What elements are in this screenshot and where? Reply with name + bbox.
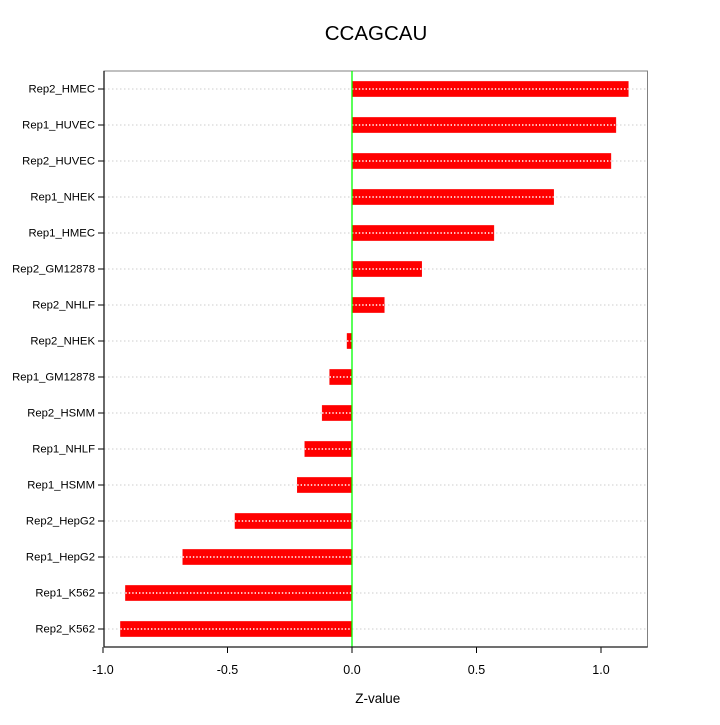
svg-text:Rep2_HMEC: Rep2_HMEC <box>28 84 95 96</box>
svg-text:-1.0: -1.0 <box>92 663 114 677</box>
svg-text:Rep2_HSMM: Rep2_HSMM <box>27 408 95 420</box>
svg-text:Rep1_HMEC: Rep1_HMEC <box>28 228 95 240</box>
svg-text:Rep1_HUVEC: Rep1_HUVEC <box>22 120 95 132</box>
svg-text:Rep2_HepG2: Rep2_HepG2 <box>26 516 95 528</box>
svg-text:Rep1_NHLF: Rep1_NHLF <box>32 444 95 456</box>
svg-text:Rep2_K562: Rep2_K562 <box>35 624 95 636</box>
svg-text:Rep2_HUVEC: Rep2_HUVEC <box>22 156 95 168</box>
svg-text:Rep1_K562: Rep1_K562 <box>35 588 95 600</box>
svg-text:0.0: 0.0 <box>343 663 360 677</box>
svg-text:Rep2_NHLF: Rep2_NHLF <box>32 300 95 312</box>
svg-text:Rep1_HepG2: Rep1_HepG2 <box>26 552 95 564</box>
svg-text:-0.5: -0.5 <box>217 663 239 677</box>
svg-text:1.0: 1.0 <box>592 663 609 677</box>
svg-text:Rep1_HSMM: Rep1_HSMM <box>27 480 95 492</box>
svg-text:0.5: 0.5 <box>468 663 485 677</box>
svg-text:Rep2_NHEK: Rep2_NHEK <box>30 336 95 348</box>
svg-text:Rep1_NHEK: Rep1_NHEK <box>30 192 95 204</box>
svg-text:CCAGCAU: CCAGCAU <box>325 22 428 45</box>
svg-text:Z-value: Z-value <box>355 691 400 706</box>
svg-text:Rep2_GM12878: Rep2_GM12878 <box>12 264 95 276</box>
svg-text:Rep1_GM12878: Rep1_GM12878 <box>12 372 95 384</box>
